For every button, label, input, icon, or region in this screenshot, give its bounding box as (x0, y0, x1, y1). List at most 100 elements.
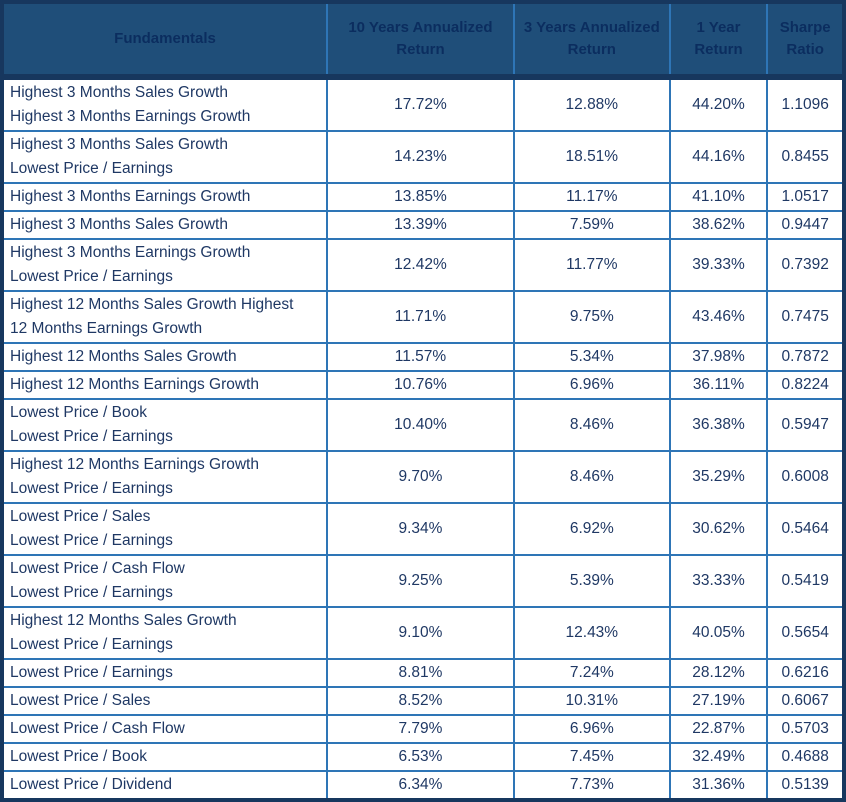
fundamentals-line: Lowest Price / Earnings (10, 532, 173, 549)
fundamentals-line: Lowest Price / Cash Flow (10, 560, 185, 577)
10-years-annualized-return-cell: 17.72% (326, 76, 515, 132)
3-years-annualized-return-cell: 5.39% (512, 554, 671, 608)
fundamentals-line: Lowest Price / Book (10, 404, 147, 421)
column-header-3-years-annualized-return: 3 Years Annualized Return (513, 2, 671, 80)
10-years-annualized-return-cell: 11.71% (326, 290, 515, 344)
10-years-annualized-return-cell: 9.10% (326, 606, 515, 660)
sharpe-ratio-cell: 0.6067 (766, 686, 845, 716)
sharpe-ratio-cell: 0.4688 (766, 742, 845, 772)
3-years-annualized-return-cell: 6.96% (512, 370, 671, 400)
fundamentals-cell: Highest 3 Months Sales Growth Highest 3 M… (1, 76, 328, 132)
3-years-annualized-return-cell: 7.73% (512, 770, 671, 801)
10-years-annualized-return-cell: 9.34% (326, 502, 515, 556)
3-years-annualized-return-cell: 6.96% (512, 714, 671, 744)
fundamentals-cell: Lowest Price / Sales Lowest Price / Earni… (1, 502, 328, 556)
3-years-annualized-return-cell: 12.88% (512, 76, 671, 132)
fundamentals-cell: Highest 3 Months Earnings Growth (1, 182, 328, 212)
1-year-return-cell: 36.11% (668, 370, 769, 400)
fundamentals-line: Lowest Price / Cash Flow (10, 720, 185, 737)
1-year-return-cell: 28.12% (668, 658, 769, 688)
1-year-return-cell: 22.87% (668, 714, 769, 744)
table-row: Highest 12 Months Earnings Growth Lowest … (1, 450, 845, 504)
fundamentals-cell: Highest 3 Months Sales Growth (1, 210, 328, 240)
fundamentals-cell: Lowest Price / Book (1, 742, 328, 772)
fundamentals-line: Highest 12 Months Earnings Growth (10, 456, 259, 473)
sharpe-ratio-cell: 0.8455 (766, 130, 845, 184)
table-header-row: Fundamentals 10 Years Annualized Return … (2, 2, 844, 80)
fundamentals-cell: Highest 12 Months Sales Growth Lowest Pri… (1, 606, 328, 660)
column-header-sharpe-ratio: Sharpe Ratio (767, 2, 844, 80)
table-row: Lowest Price / Book Lowest Price / Earnin… (1, 398, 845, 452)
column-header-1-year-return: 1 Year Return (669, 2, 769, 80)
1-year-return-cell: 37.98% (668, 342, 769, 372)
sharpe-ratio-cell: 0.5947 (766, 398, 845, 452)
sharpe-ratio-cell: 1.1096 (766, 76, 845, 132)
fundamentals-line: Highest 3 Months Earnings Growth (10, 244, 251, 261)
table-row: Highest 3 Months Sales Growth Lowest Pric… (1, 130, 845, 184)
1-year-return-cell: 44.20% (668, 76, 769, 132)
sharpe-ratio-cell: 0.7872 (766, 342, 845, 372)
table-row: Highest 3 Months Sales Growth Highest 3 M… (1, 76, 845, 132)
fundamentals-cell: Lowest Price / Dividend (1, 770, 328, 801)
fundamentals-line: Lowest Price / Earnings (10, 584, 173, 601)
fundamentals-cell: Highest 3 Months Earnings Growth Lowest P… (1, 238, 328, 292)
3-years-annualized-return-cell: 8.46% (512, 450, 671, 504)
10-years-annualized-return-cell: 6.53% (326, 742, 515, 772)
3-years-annualized-return-cell: 5.34% (512, 342, 671, 372)
10-years-annualized-return-cell: 8.81% (326, 658, 515, 688)
10-years-annualized-return-cell: 8.52% (326, 686, 515, 716)
1-year-return-cell: 38.62% (668, 210, 769, 240)
3-years-annualized-return-cell: 18.51% (512, 130, 671, 184)
fundamentals-line: Highest 3 Months Sales Growth (10, 216, 228, 233)
table-row: Highest 12 Months Sales Growth 11.57% 5.34… (1, 342, 845, 372)
fundamentals-line: Highest 3 Months Sales Growth (10, 136, 228, 153)
fundamentals-line: 12 Months Earnings Growth (10, 320, 203, 337)
fundamentals-line: Highest 3 Months Sales Growth (10, 84, 228, 101)
table-row: Lowest Price / Book 6.53% 7.45% 32.49% 0.468… (1, 742, 845, 772)
fundamentals-cell: Highest 12 Months Earnings Growth Lowest … (1, 450, 328, 504)
table-row: Lowest Price / Cash Flow 7.79% 6.96% 22.87%… (1, 714, 845, 744)
fundamentals-cell: Highest 12 Months Sales Growth (1, 342, 328, 372)
table-row: Lowest Price / Cash Flow Lowest Price / E… (1, 554, 845, 608)
1-year-return-cell: 44.16% (668, 130, 769, 184)
1-year-return-cell: 39.33% (668, 238, 769, 292)
table-row: Lowest Price / Sales Lowest Price / Earni… (1, 502, 845, 556)
10-years-annualized-return-cell: 7.79% (326, 714, 515, 744)
fundamentals-line: Lowest Price / Earnings (10, 636, 173, 653)
fundamentals-cell: Highest 3 Months Sales Growth Lowest Pric… (1, 130, 328, 184)
10-years-annualized-return-cell: 14.23% (326, 130, 515, 184)
fundamentals-line: Lowest Price / Earnings (10, 268, 173, 285)
fundamentals-line: Lowest Price / Book (10, 748, 147, 765)
3-years-annualized-return-cell: 11.17% (512, 182, 671, 212)
fundamentals-line: Lowest Price / Sales (10, 692, 151, 709)
1-year-return-cell: 41.10% (668, 182, 769, 212)
fundamentals-line: Lowest Price / Earnings (10, 480, 173, 497)
1-year-return-cell: 35.29% (668, 450, 769, 504)
sharpe-ratio-cell: 0.5654 (766, 606, 845, 660)
3-years-annualized-return-cell: 9.75% (512, 290, 671, 344)
table-row: Lowest Price / Earnings 8.81% 7.24% 28.12% 0… (1, 658, 845, 688)
3-years-annualized-return-cell: 7.24% (512, 658, 671, 688)
table-row: Highest 3 Months Earnings Growth Lowest P… (1, 238, 845, 292)
3-years-annualized-return-cell: 8.46% (512, 398, 671, 452)
column-header-fundamentals: Fundamentals (2, 2, 328, 80)
fundamentals-line: Lowest Price / Dividend (10, 776, 172, 793)
fundamentals-cell: Highest 12 Months Earnings Growth (1, 370, 328, 400)
3-years-annualized-return-cell: 12.43% (512, 606, 671, 660)
column-header-10-years-annualized-return: 10 Years Annualized Return (327, 2, 515, 80)
fundamentals-cell: Lowest Price / Sales (1, 686, 328, 716)
sharpe-ratio-cell: 0.7392 (766, 238, 845, 292)
10-years-annualized-return-cell: 10.76% (326, 370, 515, 400)
3-years-annualized-return-cell: 7.59% (512, 210, 671, 240)
fundamentals-line: Lowest Price / Sales (10, 508, 151, 525)
3-years-annualized-return-cell: 7.45% (512, 742, 671, 772)
1-year-return-cell: 40.05% (668, 606, 769, 660)
fundamentals-cell: Lowest Price / Book Lowest Price / Earnin… (1, 398, 328, 452)
sharpe-ratio-cell: 0.5419 (766, 554, 845, 608)
sharpe-ratio-cell: 0.5703 (766, 714, 845, 744)
fundamentals-cell: Lowest Price / Earnings (1, 658, 328, 688)
10-years-annualized-return-cell: 9.70% (326, 450, 515, 504)
fundamentals-line: Highest 3 Months Earnings Growth (10, 188, 251, 205)
3-years-annualized-return-cell: 11.77% (512, 238, 671, 292)
3-years-annualized-return-cell: 10.31% (512, 686, 671, 716)
